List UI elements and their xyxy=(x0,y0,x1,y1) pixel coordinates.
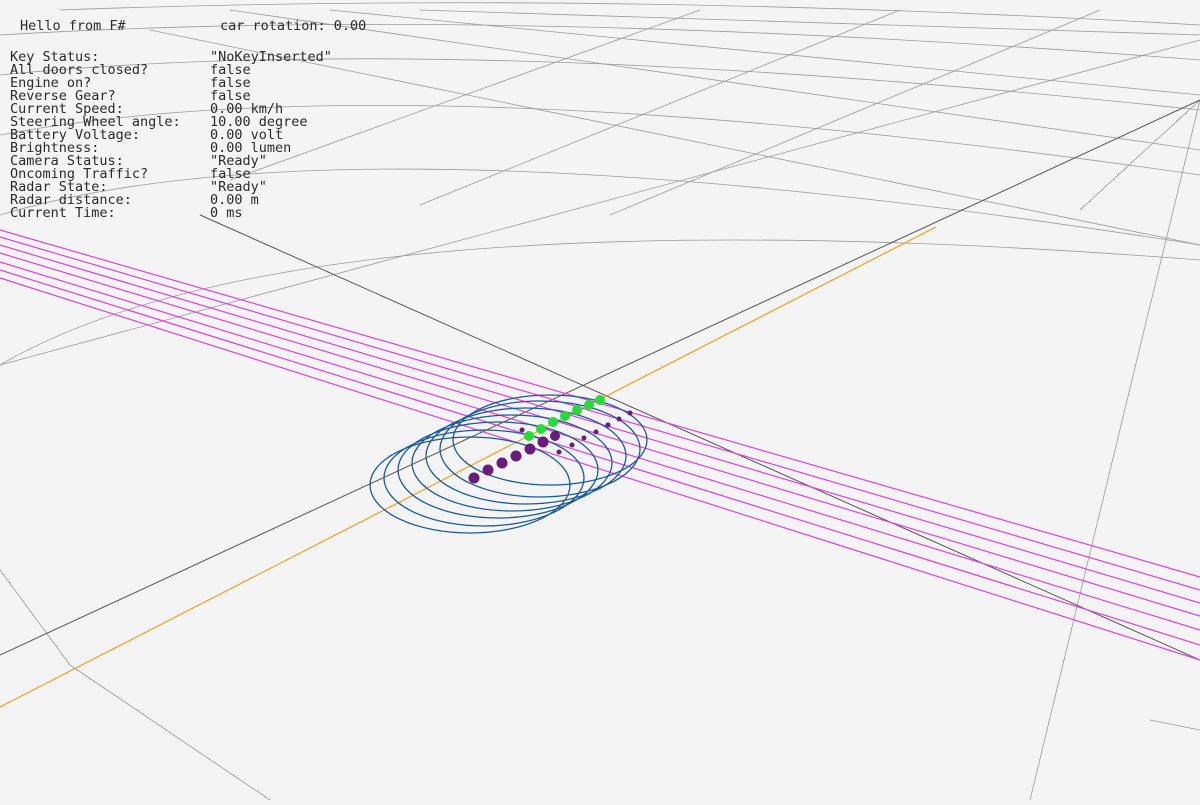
status-value: false xyxy=(210,62,251,78)
status-label: Current Speed: xyxy=(10,101,124,117)
sensor-points-purple xyxy=(468,410,633,484)
axis-dark xyxy=(0,99,1200,661)
status-value: 0 ms xyxy=(210,205,243,221)
status-label: Current Time: xyxy=(10,205,116,221)
sensor-point xyxy=(560,411,570,421)
sensor-point xyxy=(616,416,622,422)
sensor-point xyxy=(627,410,633,416)
sensor-point xyxy=(536,424,546,434)
status-value: "Ready" xyxy=(210,179,267,195)
status-label: All doors closed? xyxy=(10,62,149,78)
status-value: 0.00 km/h xyxy=(210,101,284,117)
radar-rings xyxy=(369,394,648,534)
sensor-points-green xyxy=(524,395,605,441)
status-label: Key Status: xyxy=(10,49,100,65)
sensor-point xyxy=(550,431,560,441)
status-label: Battery Voltage: xyxy=(10,127,141,143)
status-label: Camera Status: xyxy=(10,153,124,169)
sensor-point xyxy=(482,464,494,476)
status-label: Steering Wheel angle: xyxy=(10,114,181,130)
car-rotation-readout: car rotation: 0.00 xyxy=(220,18,367,34)
sensor-point xyxy=(468,472,480,484)
status-label: Reverse Gear? xyxy=(10,88,116,104)
status-label: Brightness: xyxy=(10,140,100,156)
status-label: Engine on? xyxy=(10,75,92,91)
status-value: "NoKeyInserted" xyxy=(210,49,332,65)
sensor-point xyxy=(556,449,562,455)
status-value: 0.00 lumen xyxy=(210,140,292,156)
sensor-point xyxy=(572,405,582,415)
sensor-point xyxy=(496,457,508,469)
sensor-point xyxy=(569,442,575,448)
status-value: false xyxy=(210,166,251,182)
sensor-point xyxy=(524,443,536,455)
sensor-point xyxy=(595,395,605,405)
axis-orange xyxy=(0,226,937,708)
status-value: false xyxy=(210,88,251,104)
status-value: 0.00 m xyxy=(210,192,259,208)
status-value: false xyxy=(210,75,251,91)
sensor-point xyxy=(605,422,611,428)
status-label: Radar State: xyxy=(10,179,108,195)
sensor-point xyxy=(584,400,594,410)
status-value: 10.00 degree xyxy=(210,114,308,130)
greeting-text: Hello from F# xyxy=(20,18,126,34)
sensor-point xyxy=(537,436,549,448)
sensor-point xyxy=(593,429,599,435)
sensor-point xyxy=(519,427,525,433)
sensor-point xyxy=(524,431,534,441)
status-label: Radar distance: xyxy=(10,192,132,208)
status-value: "Ready" xyxy=(210,153,267,169)
sensor-point xyxy=(548,417,558,427)
sensor-point xyxy=(510,450,522,462)
status-label: Oncoming Traffic? xyxy=(10,166,149,182)
status-value: 0.00 volt xyxy=(210,127,284,143)
sensor-point xyxy=(581,435,587,441)
